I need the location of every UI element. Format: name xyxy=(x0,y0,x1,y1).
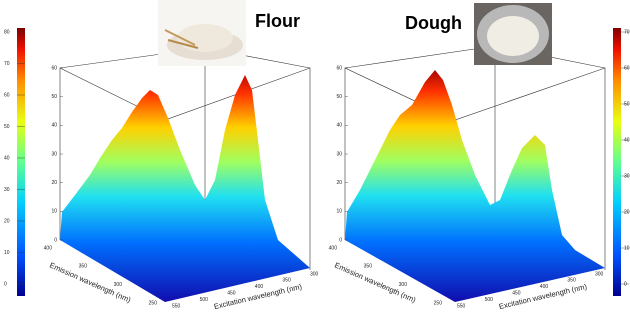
z-tick-label: 0 xyxy=(54,237,57,243)
z-tick-label: 40 xyxy=(51,123,57,129)
emission-tick-label: 350 xyxy=(79,264,88,270)
emission-tick-label: 250 xyxy=(149,300,158,306)
excitation-tick-label: 550 xyxy=(457,303,466,309)
panel-title: Dough xyxy=(405,13,462,33)
figure: Flour Dough 0 10 20 30 40 50 60 70 80 0 10 20 30 40 50… xyxy=(0,0,630,315)
z-tick-label: 20 xyxy=(51,180,57,186)
colorbar-tick-label: 40 xyxy=(4,155,10,161)
z-tick-label: 30 xyxy=(336,151,342,157)
excitation-tick-label: 350 xyxy=(567,278,576,284)
colorbar-tick-label: 20 xyxy=(624,209,630,215)
colorbar-tick-label: 70 xyxy=(624,29,630,35)
emission-tick-label: 400 xyxy=(44,245,53,251)
emission-tick-label: 300 xyxy=(114,282,123,288)
excitation-tick-label: 400 xyxy=(540,284,549,290)
colorbar-tick-label: 80 xyxy=(4,29,10,35)
emission-tick-label: 300 xyxy=(399,282,408,288)
z-tick-label: 50 xyxy=(336,94,342,100)
z-tick-label: 50 xyxy=(51,94,57,100)
colorbar xyxy=(17,28,25,296)
colorbar-tick-label: 10 xyxy=(624,245,630,251)
panel-title: Flour xyxy=(255,11,300,31)
z-tick-label: 60 xyxy=(336,65,342,71)
excitation-tick-label: 450 xyxy=(512,291,521,297)
excitation-tick-label: 350 xyxy=(282,278,291,284)
excitation-tick-label: 400 xyxy=(255,284,264,290)
z-tick-label: 40 xyxy=(336,123,342,129)
z-tick-label: 20 xyxy=(336,180,342,186)
colorbar-tick-label: 0 xyxy=(4,281,7,287)
colorbar-tick-label: 30 xyxy=(624,173,630,179)
emission-tick-label: 350 xyxy=(364,264,373,270)
excitation-tick-label: 500 xyxy=(485,297,494,303)
colorbar-tick-label: 40 xyxy=(624,137,630,143)
z-tick-label: 30 xyxy=(51,151,57,157)
colorbar-tick-label: 30 xyxy=(4,187,10,193)
z-tick-label: 60 xyxy=(51,65,57,71)
colorbar-tick-label: 10 xyxy=(4,250,10,256)
dough-image xyxy=(474,3,552,65)
colorbar-tick-label: 60 xyxy=(624,65,630,71)
colorbar xyxy=(613,28,621,296)
excitation-tick-label: 300 xyxy=(595,271,604,277)
z-tick-label: 0 xyxy=(339,237,342,243)
colorbar-tick-label: 50 xyxy=(624,101,630,107)
colorbar-tick-label: 50 xyxy=(4,124,10,130)
emission-tick-label: 400 xyxy=(329,245,338,251)
surface xyxy=(60,75,310,302)
excitation-tick-label: 500 xyxy=(200,297,209,303)
colorbar-tick-label: 20 xyxy=(4,218,10,224)
excitation-tick-label: 550 xyxy=(172,303,181,309)
surface xyxy=(345,70,605,302)
excitation-tick-label: 300 xyxy=(310,271,319,277)
emission-tick-label: 250 xyxy=(434,300,443,306)
colorbar-tick-label: 60 xyxy=(4,92,10,98)
colorbar-tick-label: 70 xyxy=(4,61,10,67)
colorbar-tick-label: 0 xyxy=(624,281,627,287)
z-tick-label: 10 xyxy=(336,209,342,215)
excitation-tick-label: 450 xyxy=(227,291,236,297)
flour-image xyxy=(158,0,246,66)
z-tick-label: 10 xyxy=(51,209,57,215)
